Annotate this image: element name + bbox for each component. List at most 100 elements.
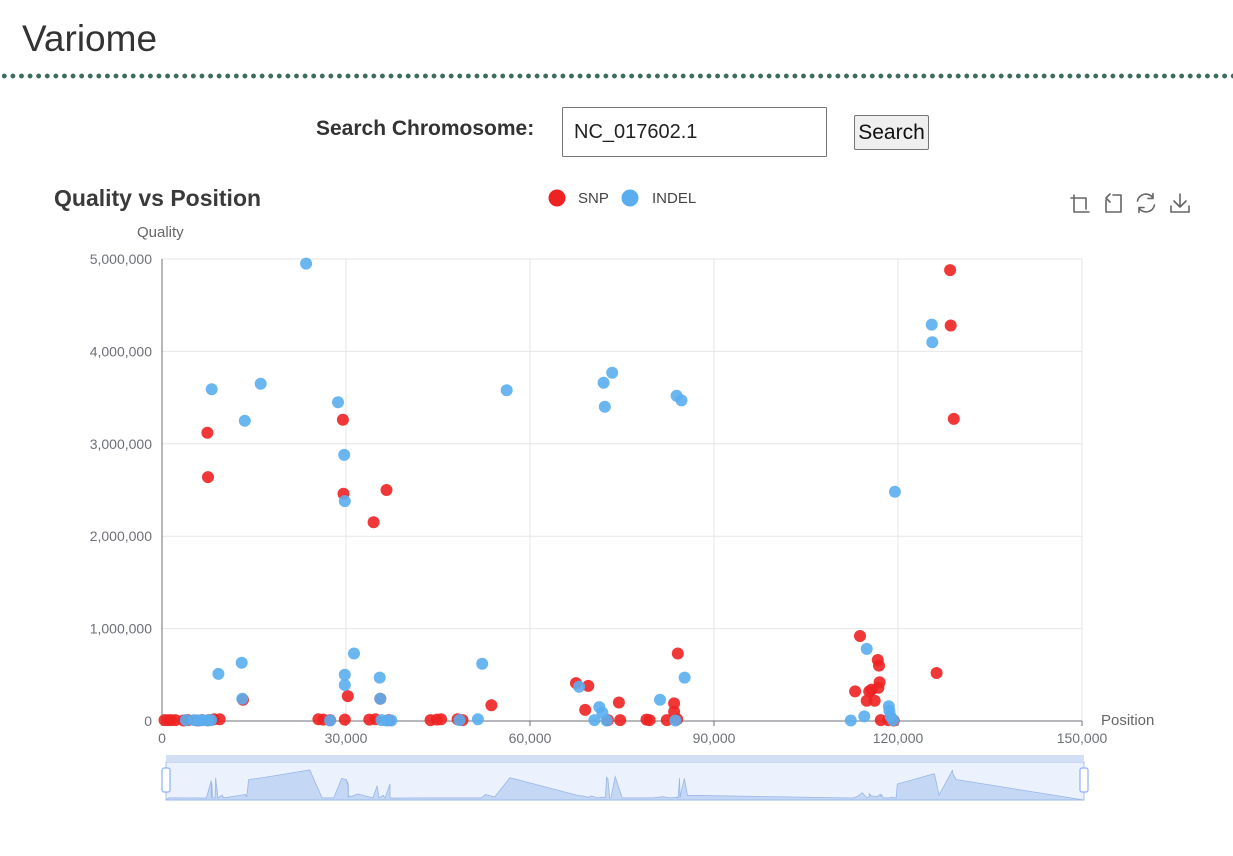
point-indel xyxy=(887,714,900,727)
point-snp xyxy=(380,484,393,496)
y-tick-label: 5,000,000 xyxy=(90,251,152,267)
point-indel xyxy=(860,642,873,655)
point-indel xyxy=(597,376,610,389)
point-snp xyxy=(868,694,881,707)
legend-item-indel[interactable]: INDEL xyxy=(621,189,697,208)
point-snp xyxy=(612,696,625,709)
point-snp xyxy=(614,714,627,727)
point-indel xyxy=(338,495,351,508)
point-indel xyxy=(332,396,344,409)
plot-area[interactable] xyxy=(161,258,1083,722)
point-indel xyxy=(600,714,613,727)
point-snp xyxy=(336,413,349,426)
point-indel xyxy=(453,714,466,727)
legend-snp-marker xyxy=(548,189,566,207)
point-indel xyxy=(205,714,218,727)
point-indel xyxy=(476,657,489,670)
point-indel xyxy=(500,384,513,397)
y-tick-label: 2,000,000 xyxy=(90,528,152,544)
point-indel xyxy=(338,448,351,461)
point-indel xyxy=(212,667,225,680)
x-tick-label: 90,000 xyxy=(693,730,736,746)
data-zoom-move-handle[interactable] xyxy=(166,755,1084,762)
legend-item-snp[interactable]: SNP xyxy=(548,189,609,208)
point-snp xyxy=(854,630,866,642)
x-axis-title: Position xyxy=(1101,712,1154,729)
data-zoom-preview xyxy=(164,769,1085,801)
point-indel xyxy=(471,713,484,726)
gridlines xyxy=(162,258,1082,721)
point-indel xyxy=(675,394,688,407)
point-indel xyxy=(238,414,251,427)
point-indel xyxy=(338,668,351,681)
point-snp xyxy=(435,713,448,726)
point-indel xyxy=(254,377,267,390)
point-snp xyxy=(338,713,351,726)
point-indel xyxy=(588,714,601,727)
point-indel xyxy=(888,485,901,498)
point-snp xyxy=(643,714,656,727)
point-indel xyxy=(606,366,619,379)
restore-icon[interactable] xyxy=(1136,192,1156,214)
point-indel xyxy=(598,400,611,413)
point-indel xyxy=(374,692,387,705)
point-snp xyxy=(849,685,862,698)
point-snp xyxy=(947,412,960,425)
point-snp xyxy=(872,681,885,694)
point-indel xyxy=(654,693,666,706)
x-tick-label: 0 xyxy=(158,730,166,746)
point-indel xyxy=(573,680,586,693)
point-indel xyxy=(678,671,691,684)
point-indel xyxy=(858,710,871,723)
point-indel xyxy=(844,714,857,727)
point-snp xyxy=(485,699,498,712)
y-tick-label: 0 xyxy=(144,713,152,729)
point-indel xyxy=(205,383,218,396)
chart-title: Quality vs Position xyxy=(54,185,261,211)
data-zoom-handle-right[interactable] xyxy=(1079,767,1089,793)
x-tick-label: 150,000 xyxy=(1057,730,1108,746)
point-snp xyxy=(660,714,673,727)
point-indel xyxy=(235,656,248,669)
zoom-reset-icon[interactable] xyxy=(1103,193,1123,213)
scatter-chart[interactable]: Quality vs Position SNP INDEL Quality P xyxy=(0,170,1233,810)
point-indel xyxy=(669,714,682,727)
app-title: Variome xyxy=(22,18,158,59)
point-snp xyxy=(668,697,681,710)
y-tick-label: 3,000,000 xyxy=(90,436,152,452)
point-indel xyxy=(300,257,313,270)
y-tick-label: 4,000,000 xyxy=(90,343,152,359)
chart-toolbox[interactable] xyxy=(1070,192,1190,214)
download-icon[interactable] xyxy=(1170,193,1190,213)
y-tick-label: 1,000,000 xyxy=(90,621,152,637)
point-snp xyxy=(671,647,684,660)
chromosome-search-input[interactable] xyxy=(562,107,827,157)
point-snp xyxy=(367,516,380,529)
point-indel xyxy=(373,671,386,684)
point-snp xyxy=(579,703,592,716)
point-indel xyxy=(385,714,398,727)
point-snp xyxy=(341,690,354,703)
data-zoom-handle-left[interactable] xyxy=(161,767,171,793)
point-indel xyxy=(348,647,360,660)
point-snp xyxy=(582,679,595,692)
point-indel xyxy=(338,679,351,691)
y-axis-title: Quality xyxy=(137,224,184,241)
point-indel xyxy=(236,692,249,705)
data-zoom-slider[interactable] xyxy=(161,755,1089,801)
point-snp xyxy=(202,471,214,484)
legend-snp-label: SNP xyxy=(578,190,609,207)
search-button[interactable]: Search xyxy=(854,115,929,150)
point-snp xyxy=(930,667,943,679)
header-divider xyxy=(0,72,1233,80)
point-snp xyxy=(944,264,957,277)
x-tick-label: 60,000 xyxy=(509,730,552,746)
point-snp xyxy=(873,659,885,672)
point-indel xyxy=(324,714,337,727)
legend[interactable]: SNP INDEL xyxy=(548,189,697,208)
zoom-icon[interactable] xyxy=(1070,193,1090,213)
data-points xyxy=(158,257,960,727)
x-tick-label: 30,000 xyxy=(325,730,368,746)
legend-indel-label: INDEL xyxy=(652,190,696,207)
legend-indel-marker xyxy=(621,189,639,207)
